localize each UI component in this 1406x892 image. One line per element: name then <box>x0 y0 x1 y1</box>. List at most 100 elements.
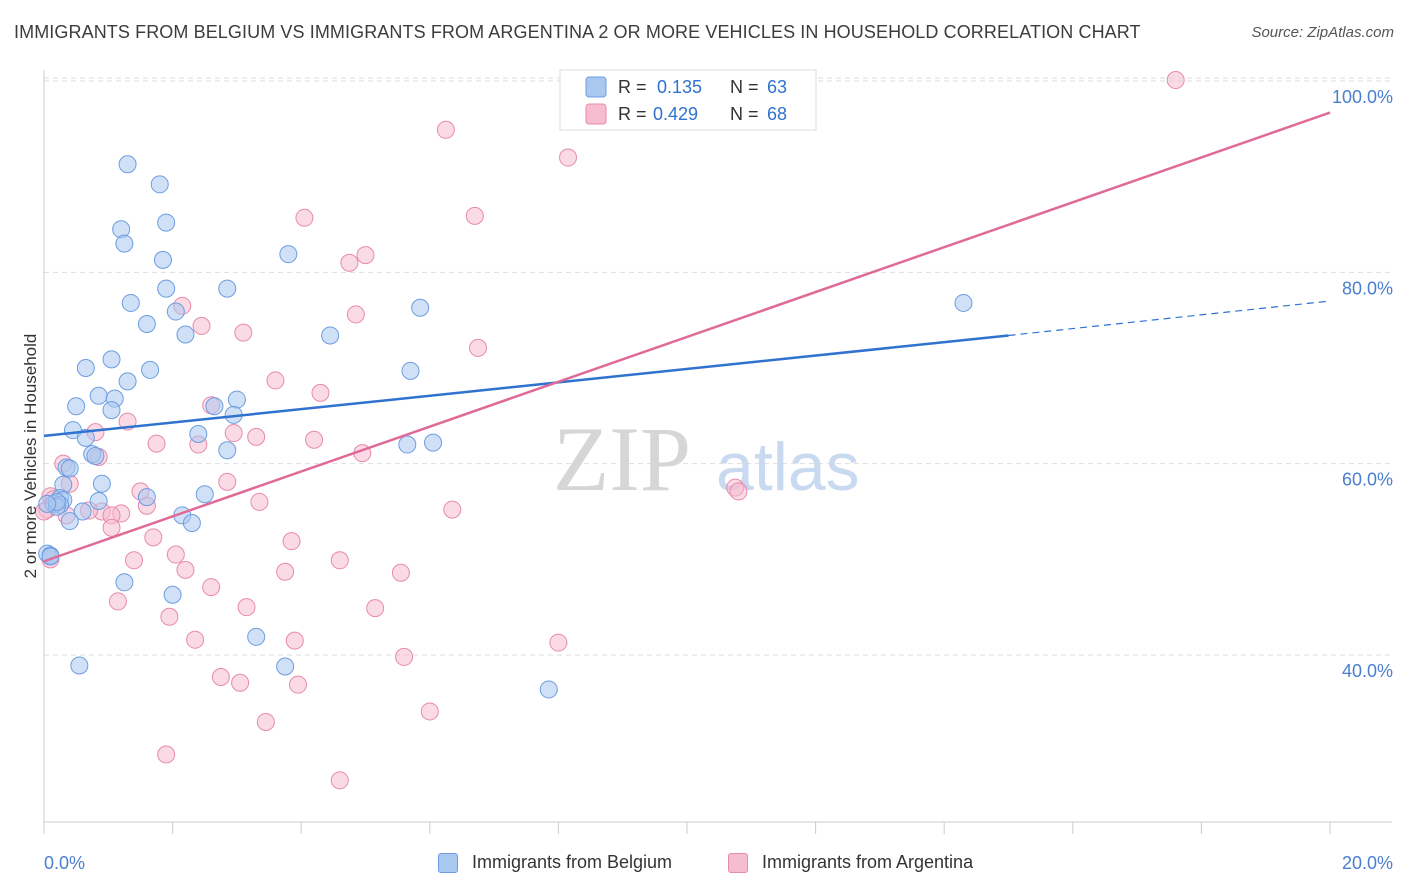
source-label: Source: ZipAtlas.com <box>1251 24 1394 41</box>
legend-n-label-belgium: N = <box>730 77 759 97</box>
belgium-point <box>115 573 134 592</box>
argentina-point <box>234 323 253 342</box>
belgium-point <box>166 302 185 321</box>
belgium-point <box>157 213 176 232</box>
argentina-point <box>266 371 285 390</box>
belgium-point <box>150 175 169 194</box>
argentina-point <box>559 148 578 167</box>
belgium-point <box>276 657 295 676</box>
argentina-point <box>237 598 256 617</box>
belgium-point <box>118 372 137 391</box>
belgium-point <box>321 326 340 345</box>
argentina-point <box>465 206 484 225</box>
belgium-point <box>195 485 214 504</box>
axes-layer <box>43 70 1392 834</box>
argentina-point <box>729 482 748 501</box>
belgium-point <box>76 428 95 447</box>
argentina-point <box>295 208 314 227</box>
argentina-point <box>250 492 269 511</box>
argentina-point <box>160 607 179 626</box>
argentina-point <box>436 120 455 139</box>
argentina-point <box>186 630 205 649</box>
argentina-point <box>395 647 414 666</box>
belgium-point <box>157 279 176 298</box>
legend-swatch-belgium <box>585 76 607 98</box>
y-tick-label: 40.0% <box>1342 661 1393 681</box>
argentina-point <box>125 551 144 570</box>
argentina-point <box>147 434 166 453</box>
belgium-point <box>38 494 57 513</box>
argentina-point <box>330 551 349 570</box>
legend-label-argentina: Immigrants from Argentina <box>762 852 974 872</box>
belgium-point <box>189 425 208 444</box>
belgium-point <box>227 390 246 409</box>
belgium-point <box>411 298 430 317</box>
argentina-point <box>340 253 359 272</box>
belgium-point <box>92 474 111 493</box>
argentina-point <box>391 563 410 582</box>
belgium-point <box>89 386 108 405</box>
argentina-point <box>176 560 195 579</box>
argentina-point <box>224 424 243 443</box>
argentina-point <box>166 545 185 564</box>
argentina-trend-line <box>43 111 1331 563</box>
belgium-point <box>102 350 121 369</box>
argentina-point <box>330 771 349 790</box>
y-tick-label: 80.0% <box>1342 278 1393 298</box>
argentina-point <box>285 631 304 650</box>
legend-label-belgium: Immigrants from Belgium <box>472 852 673 872</box>
x-tick-label-min: 0.0% <box>44 853 85 873</box>
y-tick-label: 100.0% <box>1332 87 1393 107</box>
legend-n-value-argentina: 68 <box>767 104 787 124</box>
belgium-point <box>102 401 121 420</box>
legend-swatch-argentina <box>585 103 607 125</box>
argentina-point <box>346 305 365 324</box>
argentina-point <box>282 532 301 551</box>
y-tick-label: 60.0% <box>1342 470 1393 490</box>
belgium-point <box>60 459 79 478</box>
argentina-point <box>202 578 221 597</box>
belgium-point <box>118 155 137 174</box>
belgium-point <box>218 279 237 298</box>
argentina-point <box>247 427 266 446</box>
belgium-point <box>176 325 195 344</box>
legend-r-value-belgium: 0.135 <box>657 77 702 97</box>
belgium-point <box>86 447 105 466</box>
belgium-point <box>182 513 201 532</box>
belgium-point <box>89 491 108 510</box>
belgium-point <box>218 441 237 460</box>
belgium-point <box>67 397 86 416</box>
watermark: ZIP atlas <box>553 408 860 510</box>
legend-swatch-belgium-bottom <box>438 852 458 873</box>
belgium-point <box>153 250 172 269</box>
chart-title: IMMIGRANTS FROM BELGIUM VS IMMIGRANTS FR… <box>14 22 1141 42</box>
legend-top: R = 0.135 N = 63 R = 0.429 N = 68 <box>559 69 817 131</box>
belgium-point <box>76 359 95 377</box>
x-tick-label-max: 20.0% <box>1342 853 1393 873</box>
legend-n-label-argentina: N = <box>730 104 759 124</box>
y-axis-label: 2 or more Vehicles in Household <box>21 334 40 579</box>
legend-item-argentina: Immigrants from Argentina <box>728 852 973 873</box>
belgium-point <box>163 585 182 604</box>
argentina-point <box>102 518 121 537</box>
argentina-point <box>144 528 163 547</box>
argentina-point <box>256 712 275 731</box>
legend-r-label-belgium: R = <box>618 77 647 97</box>
legend-item-belgium: Immigrants from Belgium <box>438 852 672 873</box>
argentina-point <box>218 472 237 491</box>
argentina-point <box>211 668 230 687</box>
argentina-point <box>366 599 385 618</box>
argentina-point <box>305 430 324 449</box>
legend-n-value-belgium: 63 <box>767 77 787 97</box>
argentina-point <box>231 673 250 692</box>
legend-r-label-argentina: R = <box>618 104 647 124</box>
argentina-point <box>108 592 127 611</box>
argentina-point <box>157 745 176 764</box>
argentina-point <box>311 383 330 402</box>
belgium-point <box>137 488 156 507</box>
belgium-point <box>141 360 160 379</box>
belgium-point <box>539 680 558 699</box>
belgium-point <box>247 627 266 646</box>
argentina-point <box>276 562 295 581</box>
belgium-point <box>121 293 140 312</box>
